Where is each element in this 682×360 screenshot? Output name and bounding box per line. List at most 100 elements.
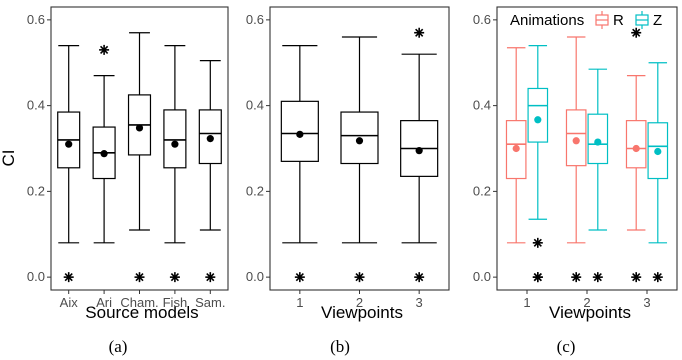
x-tick-label: Cham. xyxy=(120,295,158,310)
legend-key: R xyxy=(595,11,624,29)
outlier-point xyxy=(532,272,543,283)
mean-point xyxy=(65,140,73,148)
x-tick-label: 2 xyxy=(583,295,590,310)
mean-point xyxy=(572,137,580,145)
x-tick-label: Ari xyxy=(96,295,112,310)
mean-point xyxy=(654,147,662,156)
outlier-point-stroke xyxy=(206,273,215,282)
box-plot xyxy=(198,59,222,283)
mean-point xyxy=(632,144,640,153)
outlier-point-stroke xyxy=(632,28,641,37)
outlier-point xyxy=(134,272,145,283)
legend-key: Z xyxy=(635,11,662,29)
outlier-point xyxy=(169,272,180,283)
outlier-point xyxy=(631,27,642,38)
mean-point xyxy=(355,137,364,145)
mean-point xyxy=(135,124,144,132)
outlier-point xyxy=(205,272,216,283)
outlier-point xyxy=(354,272,365,283)
mean-point xyxy=(534,116,542,124)
outlier-point-stroke xyxy=(533,273,542,282)
y-tick-label: 0.0 xyxy=(27,269,45,284)
box-plot xyxy=(92,44,116,244)
mean-point xyxy=(171,140,179,148)
legend-label: R xyxy=(613,12,624,29)
outlier-point xyxy=(652,272,663,283)
y-tick-label: 0.6 xyxy=(27,12,45,27)
panel-caption: (b) xyxy=(330,337,350,356)
outlier-point xyxy=(99,44,110,55)
box-plot xyxy=(527,44,549,220)
y-tick-label: 0.6 xyxy=(473,12,491,27)
outlier-point xyxy=(63,272,74,283)
box xyxy=(625,120,647,169)
y-tick-label: 0.4 xyxy=(27,98,45,113)
outlier-point-stroke xyxy=(99,45,109,54)
box-plot xyxy=(280,44,319,283)
mean-point xyxy=(512,144,520,153)
x-tick-label: Fish xyxy=(163,295,188,310)
outlier-point-stroke xyxy=(170,273,180,282)
x-axis-title: Source models xyxy=(85,303,198,322)
x-axis-title: Viewpoints xyxy=(549,303,631,322)
outlier-point-stroke xyxy=(415,273,424,282)
mean-point xyxy=(415,147,423,155)
outlier-point-stroke xyxy=(355,273,364,282)
box-plot xyxy=(400,27,439,283)
outlier-point-stroke xyxy=(64,273,73,282)
y-tick-label: 0.2 xyxy=(473,183,491,198)
box-plot xyxy=(163,44,187,283)
y-tick-label: 0.4 xyxy=(473,98,491,113)
outlier-point-stroke xyxy=(533,238,542,247)
y-tick-label: 0.6 xyxy=(246,12,264,27)
outlier-point xyxy=(571,272,582,283)
panel-b: Viewpoints (b) 0.0 0.2 0.4 0.6 1 2 3 xyxy=(246,6,450,356)
x-axis-title: Viewpoints xyxy=(321,303,403,322)
x-tick-label: 3 xyxy=(416,295,423,310)
outlier-point-stroke xyxy=(415,28,424,37)
y-tick-label: 0.0 xyxy=(246,269,264,284)
panel-caption: (c) xyxy=(557,337,576,356)
box xyxy=(163,109,187,169)
y-tick-label: 0.2 xyxy=(246,183,264,198)
outlier-point-stroke xyxy=(135,273,144,282)
outlier-point-stroke xyxy=(572,273,581,282)
mean-point xyxy=(100,150,108,158)
legend-label: Z xyxy=(653,12,662,29)
box xyxy=(527,87,549,143)
x-tick-label: 1 xyxy=(523,295,530,310)
box-plot xyxy=(625,75,647,231)
outlier-point xyxy=(592,272,603,283)
y-tick-label: 0.4 xyxy=(246,98,264,113)
mean-point xyxy=(206,135,214,143)
outlier-point xyxy=(414,272,425,283)
panel-caption: (a) xyxy=(109,337,128,356)
outlier-point xyxy=(414,27,425,38)
legend-title: Animations xyxy=(510,12,584,29)
outlier-point-stroke xyxy=(653,273,662,282)
box-plot xyxy=(57,44,81,283)
outlier-point xyxy=(532,237,543,248)
x-tick-label: 2 xyxy=(356,295,363,310)
outlier-point xyxy=(294,272,305,283)
box-plot xyxy=(127,32,152,283)
box-plot xyxy=(565,36,587,244)
x-tick-label: Sam. xyxy=(195,295,225,310)
box-plot xyxy=(647,62,669,244)
outlier-point-stroke xyxy=(295,273,304,282)
box-plot xyxy=(505,47,527,244)
panel-a: CI Source models (a) 0.0 0.2 0.4 0.6 Aix Ari C… xyxy=(0,6,229,356)
outlier-point-stroke xyxy=(593,273,602,282)
box-plot xyxy=(340,36,379,283)
outlier-point xyxy=(631,272,642,283)
outlier-point-stroke xyxy=(632,273,641,282)
y-tick-label: 0.0 xyxy=(473,269,491,284)
box-plot xyxy=(587,68,609,231)
mean-point xyxy=(594,138,602,146)
y-axis-title: CI xyxy=(0,150,18,167)
mean-point xyxy=(296,130,304,138)
